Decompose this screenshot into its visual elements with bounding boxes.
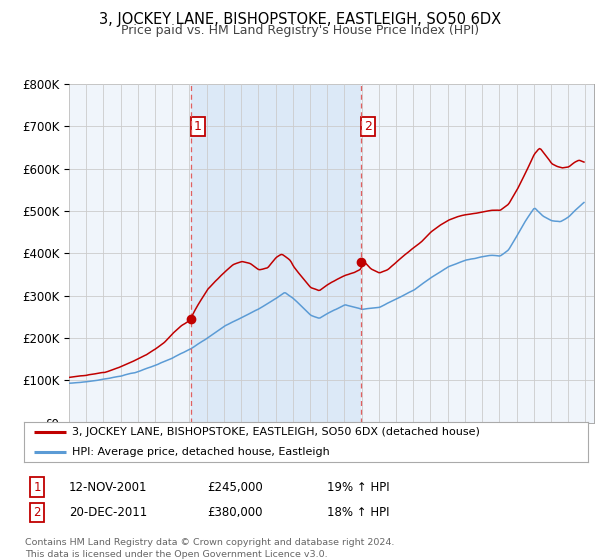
Text: Contains HM Land Registry data © Crown copyright and database right 2024.
This d: Contains HM Land Registry data © Crown c… [25, 538, 395, 559]
Text: 2: 2 [364, 120, 372, 133]
Text: 12-NOV-2001: 12-NOV-2001 [69, 480, 148, 494]
Text: HPI: Average price, detached house, Eastleigh: HPI: Average price, detached house, East… [72, 446, 329, 456]
Text: 3, JOCKEY LANE, BISHOPSTOKE, EASTLEIGH, SO50 6DX: 3, JOCKEY LANE, BISHOPSTOKE, EASTLEIGH, … [99, 12, 501, 27]
Text: 19% ↑ HPI: 19% ↑ HPI [327, 480, 389, 494]
Text: 2: 2 [34, 506, 41, 519]
Text: Price paid vs. HM Land Registry's House Price Index (HPI): Price paid vs. HM Land Registry's House … [121, 24, 479, 36]
Text: 20-DEC-2011: 20-DEC-2011 [69, 506, 147, 519]
Text: £245,000: £245,000 [207, 480, 263, 494]
Text: 1: 1 [194, 120, 202, 133]
Bar [191, 84, 361, 423]
Text: £380,000: £380,000 [207, 506, 263, 519]
Text: 1: 1 [34, 480, 41, 494]
Text: 3, JOCKEY LANE, BISHOPSTOKE, EASTLEIGH, SO50 6DX (detached house): 3, JOCKEY LANE, BISHOPSTOKE, EASTLEIGH, … [72, 427, 480, 437]
Text: 18% ↑ HPI: 18% ↑ HPI [327, 506, 389, 519]
